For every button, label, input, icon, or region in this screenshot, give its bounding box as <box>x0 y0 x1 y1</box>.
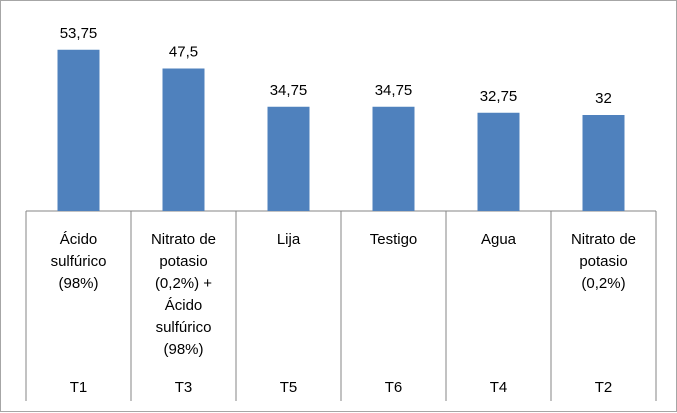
treatment-code-label: T5 <box>280 379 298 396</box>
category-label: Ácido sulfúrico (98%) <box>51 231 107 292</box>
bar <box>477 112 520 211</box>
category-label: Lija <box>277 231 301 248</box>
category-label: Agua <box>481 231 517 248</box>
category-label: Nitrato de potasio (0,2%) + Ácido sulfúrico(… <box>151 231 216 358</box>
category-label: Nitrato de potasio (0,2%) <box>571 231 636 292</box>
treatment-code-label: T3 <box>175 379 193 396</box>
treatment-code-label: T6 <box>385 379 403 396</box>
treatment-code-label: T1 <box>70 379 88 396</box>
data-label: 34,75 <box>375 82 413 99</box>
bar <box>267 106 310 211</box>
data-label: 32 <box>595 90 612 107</box>
axis-layer <box>25 210 657 401</box>
bar <box>582 115 625 211</box>
treatment-code-label: T2 <box>595 379 613 396</box>
data-label: 32,75 <box>480 88 518 105</box>
labels-layer: 53,75 Ácido sulfúrico (98%) T1 47,5 Nitrato de… <box>51 25 636 396</box>
bars-layer <box>57 49 625 211</box>
treatment-code-label: T4 <box>490 379 508 396</box>
category-label: Testigo <box>370 231 418 248</box>
bar <box>57 49 100 211</box>
bar <box>162 68 205 211</box>
data-label: 47,5 <box>169 44 198 61</box>
bar <box>372 106 415 211</box>
data-label: 53,75 <box>60 25 98 42</box>
data-label: 34,75 <box>270 82 308 99</box>
